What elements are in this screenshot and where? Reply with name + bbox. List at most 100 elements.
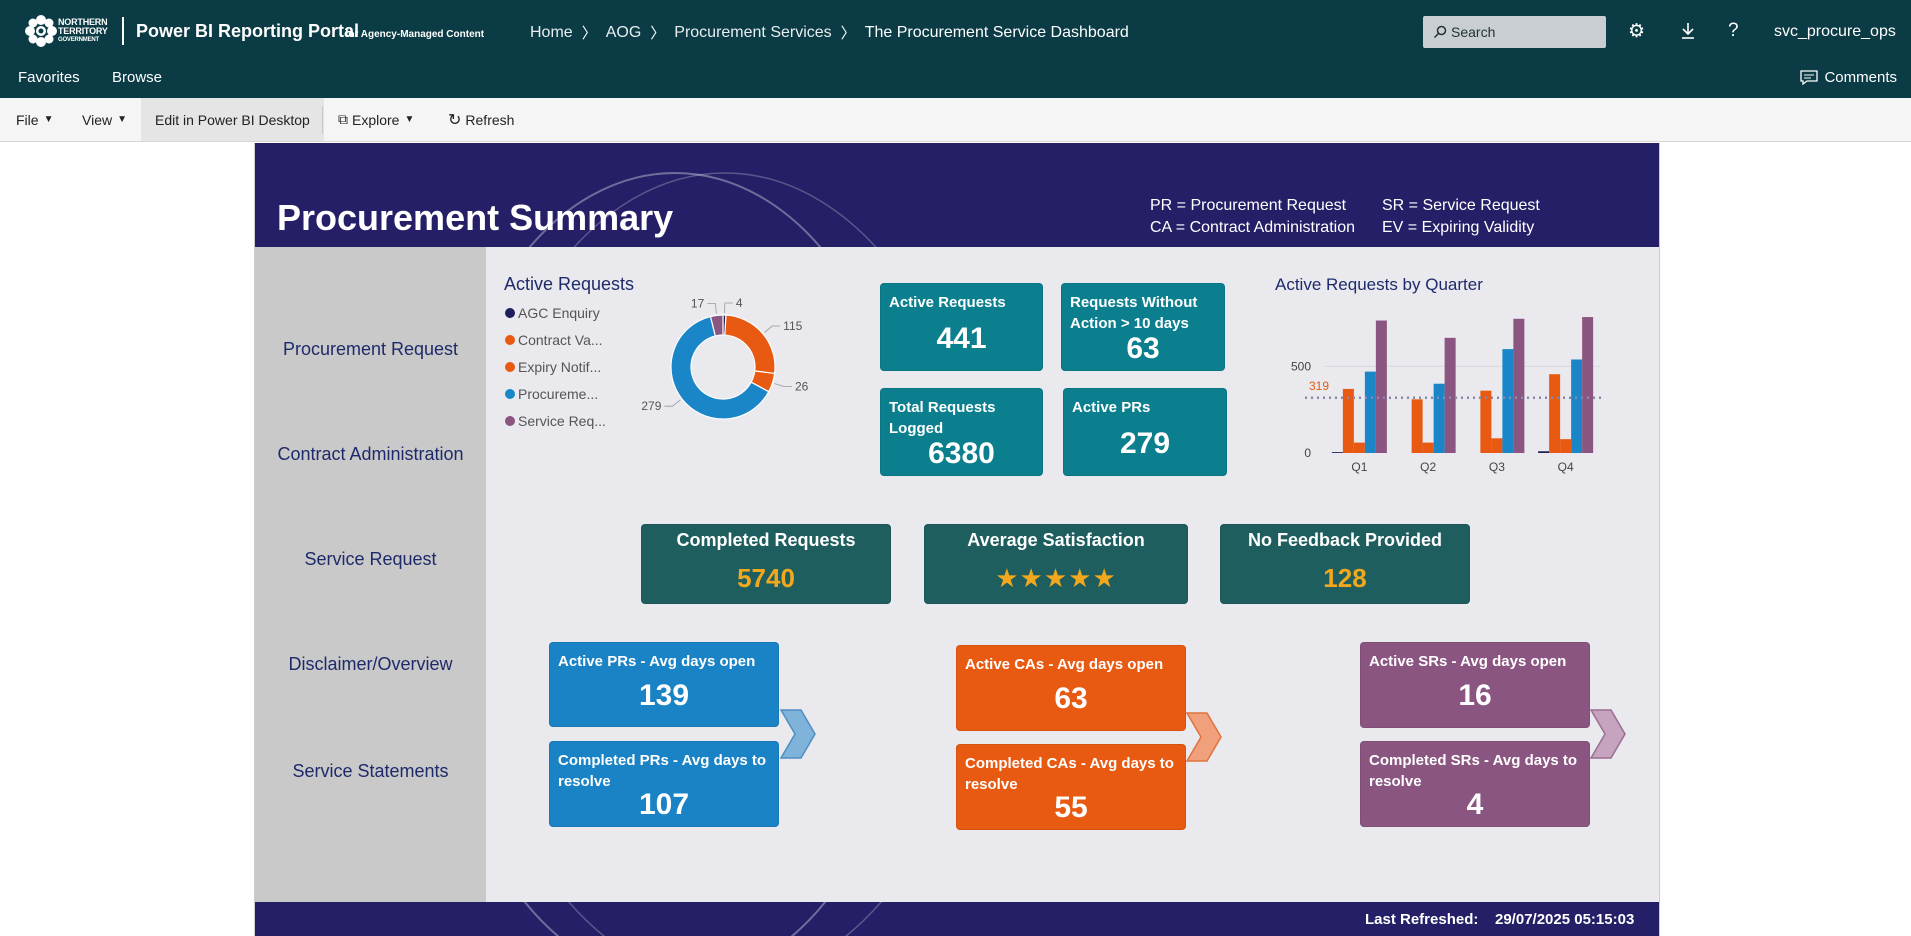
legend-sr: SR = Service Request xyxy=(1382,197,1540,214)
sr-avg-days-open-card[interactable]: Active SRs - Avg days open 16 xyxy=(1360,642,1590,728)
help-icon[interactable]: ? xyxy=(1728,20,1739,41)
bar[interactable] xyxy=(1422,442,1434,453)
comment-icon xyxy=(1800,70,1819,85)
kpi-label: Requests Without Action > 10 days xyxy=(1070,294,1198,332)
last-refreshed-value: 29/07/2025 05:15:03 xyxy=(1495,911,1635,928)
bar[interactable] xyxy=(1375,320,1387,453)
chevron-right-icon: 〉 xyxy=(840,25,856,42)
breadcrumb-procurement-services[interactable]: Procurement Services xyxy=(674,23,832,41)
y-tick-label: 0 xyxy=(1304,446,1311,460)
download-icon[interactable] xyxy=(1679,22,1697,40)
bar[interactable] xyxy=(1549,374,1561,453)
breadcrumb: Home 〉 AOG 〉 Procurement Services 〉 The … xyxy=(530,22,1129,43)
bar[interactable] xyxy=(1331,452,1343,453)
bar[interactable] xyxy=(1491,438,1503,453)
ca-avg-days-resolve-card[interactable]: Completed CAs - Avg days to resolve 55 xyxy=(956,744,1186,830)
average-satisfaction-card[interactable]: Average Satisfaction ★★★★★ xyxy=(924,524,1188,604)
kpi-active-requests[interactable]: Active Requests 441 xyxy=(880,283,1043,371)
kpi-value: 441 xyxy=(936,322,987,355)
donut-data-label: 279 xyxy=(641,399,661,413)
file-menu[interactable]: File ▼ xyxy=(2,98,67,141)
x-tick-label: Q2 xyxy=(1420,460,1436,474)
breadcrumb-current-dashboard: The Procurement Service Dashboard xyxy=(864,23,1129,41)
user-account[interactable]: svc_procure_ops xyxy=(1774,23,1896,40)
donut-title: Active Requests xyxy=(504,274,635,294)
bar[interactable] xyxy=(1444,337,1456,453)
bar[interactable] xyxy=(1411,399,1423,453)
kpi-active-prs[interactable]: Active PRs 279 xyxy=(1063,388,1227,476)
chevron-arrow-icon xyxy=(1589,709,1626,759)
explore-menu[interactable]: ⧉ Explore ▼ xyxy=(324,98,428,141)
active-requests-by-quarter-chart[interactable]: 0 500 Q1 Q2 Q3 Q4 319 xyxy=(1275,303,1605,483)
abbreviation-legend-left: PR = Procurement Request CA = Contract A… xyxy=(1150,195,1355,239)
bar[interactable] xyxy=(1513,318,1525,453)
nav-service-statements[interactable]: Service Statements xyxy=(292,761,449,781)
donut-legend-item[interactable]: AGC Enquiry xyxy=(505,305,600,321)
report-title: Procurement Summary xyxy=(277,197,674,238)
legend-ca: CA = Contract Administration xyxy=(1150,219,1355,236)
nav-service-request[interactable]: Service Request xyxy=(304,549,437,569)
donut-slice[interactable] xyxy=(709,314,724,337)
nav-disclaimer-overview[interactable]: Disclaimer/Overview xyxy=(288,654,453,674)
bar[interactable] xyxy=(1538,451,1550,453)
donut-legend-item[interactable]: Procureme... xyxy=(505,386,598,402)
donut-slice[interactable] xyxy=(724,314,776,375)
portal-subtitle: for Agency-Managed Content xyxy=(345,29,485,40)
portal-title[interactable]: Power BI Reporting Portal xyxy=(136,21,360,41)
edit-in-desktop-button[interactable]: Edit in Power BI Desktop xyxy=(141,98,324,141)
legend-dot xyxy=(505,308,515,318)
gear-icon[interactable]: ⚙ xyxy=(1628,21,1646,42)
bar[interactable] xyxy=(1560,439,1572,453)
bar[interactable] xyxy=(1353,442,1365,453)
bar[interactable] xyxy=(1364,371,1376,453)
donut-legend-item[interactable]: Contract Va... xyxy=(505,332,603,348)
card-value: 63 xyxy=(1054,682,1088,715)
pr-avg-days-resolve-card[interactable]: Completed PRs - Avg days to resolve 107 xyxy=(549,741,779,827)
legend-label: AGC Enquiry xyxy=(518,305,600,321)
completed-requests-card[interactable]: Completed Requests 5740 xyxy=(641,524,891,604)
legend-dot xyxy=(505,335,515,345)
chevron-arrow-icon xyxy=(1185,712,1222,762)
ca-avg-days-open-card[interactable]: Active CAs - Avg days open 63 xyxy=(956,645,1186,731)
kpi-total-requests-logged[interactable]: Total Requests Logged 6380 xyxy=(880,388,1043,476)
chevron-down-icon: ▼ xyxy=(404,114,415,125)
donut-leader-line xyxy=(664,399,681,407)
refresh-label: Refresh xyxy=(465,111,515,128)
chevron-arrow-icon xyxy=(779,709,816,759)
card-label: Average Satisfaction xyxy=(967,530,1145,550)
nav-favorites[interactable]: Favorites xyxy=(18,69,80,86)
bar[interactable] xyxy=(1502,349,1514,453)
donut-legend-item[interactable]: Service Req... xyxy=(505,413,606,429)
bar[interactable] xyxy=(1342,388,1354,453)
legend-label: Expiry Notif... xyxy=(518,359,602,375)
chevron-right-icon: 〉 xyxy=(650,25,666,42)
view-menu[interactable]: View ▼ xyxy=(68,98,141,141)
breadcrumb-home[interactable]: Home xyxy=(530,23,573,41)
pr-avg-days-open-card[interactable]: Active PRs - Avg days open 139 xyxy=(549,642,779,727)
bar[interactable] xyxy=(1480,390,1492,453)
kpi-requests-without-action[interactable]: Requests Without Action > 10 days 63 xyxy=(1061,283,1225,371)
bar-chart-title: Active Requests by Quarter xyxy=(1275,275,1483,294)
donut-legend-item[interactable]: Expiry Notif... xyxy=(505,359,601,375)
nav-browse[interactable]: Browse xyxy=(112,69,163,86)
donut-slice[interactable] xyxy=(670,315,770,420)
breadcrumb-aog[interactable]: AOG xyxy=(605,23,642,41)
y-tick-label: 500 xyxy=(1291,359,1311,373)
bar[interactable] xyxy=(1582,317,1594,453)
toolbar-divider xyxy=(322,106,323,134)
nt-government-logo-icon xyxy=(25,15,57,47)
bar[interactable] xyxy=(1571,359,1583,453)
kpi-label: Active PRs xyxy=(1072,399,1151,416)
no-feedback-card[interactable]: No Feedback Provided 128 xyxy=(1220,524,1470,604)
bar[interactable] xyxy=(1433,383,1445,453)
search-input[interactable]: Search xyxy=(1423,16,1606,48)
nav-contract-administration[interactable]: Contract Administration xyxy=(277,444,464,464)
card-label: Completed PRs - Avg days to resolve xyxy=(558,752,767,790)
legend-label: Service Req... xyxy=(518,413,606,429)
nav-procurement-request[interactable]: Procurement Request xyxy=(282,339,459,359)
last-refreshed-label: Last Refreshed: xyxy=(1365,911,1479,928)
comments-button[interactable]: Comments xyxy=(1800,69,1897,86)
sr-avg-days-resolve-card[interactable]: Completed SRs - Avg days to resolve 4 xyxy=(1360,741,1590,827)
active-requests-donut-chart[interactable]: 4 115 26 279 17 xyxy=(635,293,815,443)
refresh-button[interactable]: ↻ Refresh xyxy=(434,98,528,141)
